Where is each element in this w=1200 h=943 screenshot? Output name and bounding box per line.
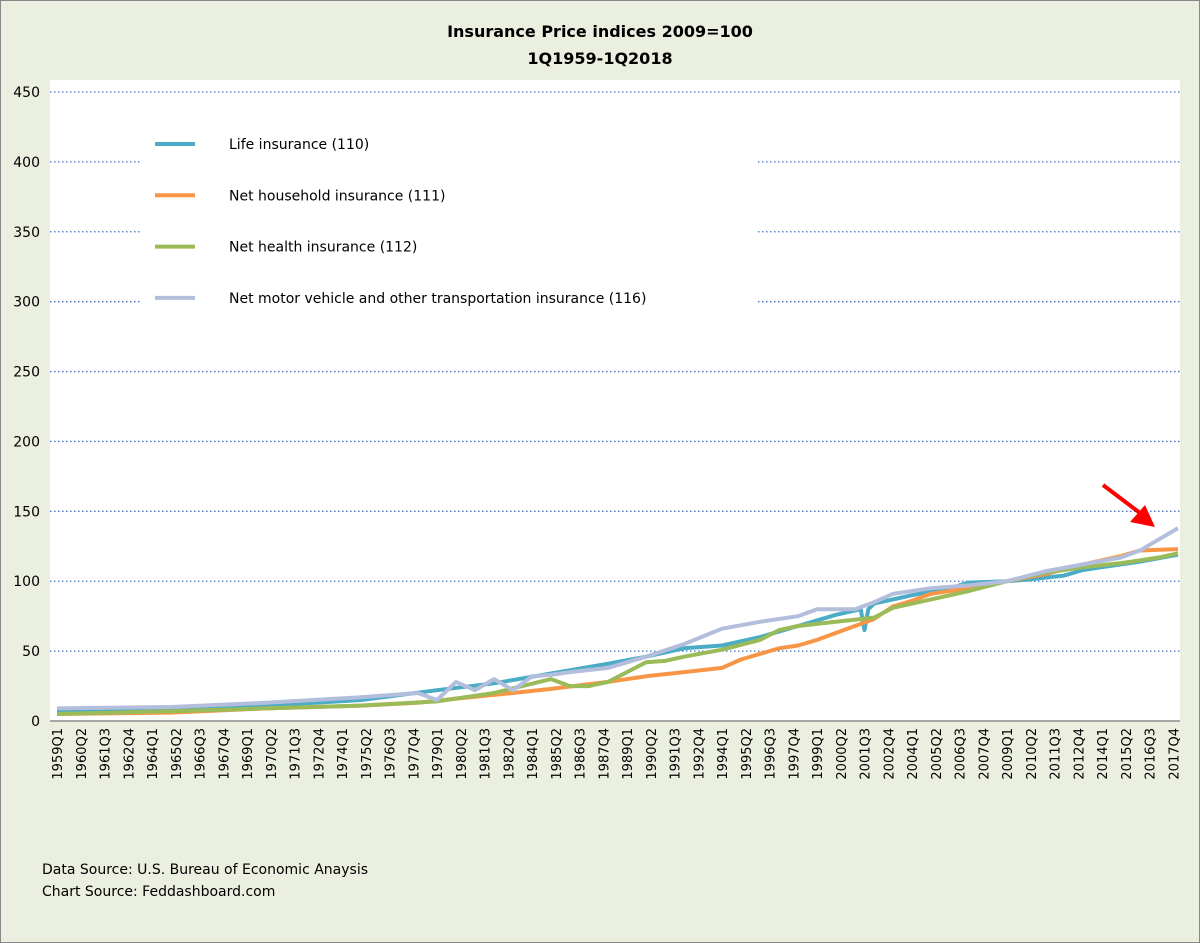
chart-title: Insurance Price indices 2009=100	[447, 22, 753, 41]
legend-item: Net household insurance (111)	[155, 188, 445, 204]
x-tick-label: 1994Q1	[716, 728, 731, 780]
x-tick-label: 1977Q4	[407, 728, 422, 780]
chart-source-note: Chart Source: Feddashboard.com	[42, 884, 276, 900]
chart-subtitle: 1Q1959-1Q2018	[527, 49, 673, 68]
y-tick-label: 200	[13, 434, 40, 450]
x-tick-label: 1982Q4	[502, 728, 517, 780]
x-tick-label: 1972Q4	[312, 728, 327, 780]
x-tick-label: 2004Q1	[906, 728, 921, 780]
red-arrow-annotation	[1101, 483, 1155, 527]
x-tick-label: 2000Q2	[835, 728, 850, 780]
x-tick-label: 1992Q4	[692, 728, 707, 780]
x-tick-label: 1970Q2	[265, 728, 280, 780]
x-tick-label: 1971Q3	[289, 728, 304, 780]
legend-label: Net health insurance (112)	[229, 240, 417, 256]
x-tick-label: 2001Q3	[859, 728, 874, 780]
x-tick-label: 2012Q4	[1072, 728, 1087, 780]
x-tick-label: 2005Q2	[930, 728, 945, 780]
x-tick-label: 1995Q2	[740, 728, 755, 780]
x-tick-label: 1987Q4	[597, 728, 612, 780]
x-tick-label: 2015Q2	[1120, 728, 1135, 780]
x-tick-label: 1985Q2	[550, 728, 565, 780]
chart-title-block: Insurance Price indices 2009=100 1Q1959-…	[0, 18, 1200, 72]
legend-label: Net motor vehicle and other transportati…	[229, 291, 646, 307]
x-tick-label: 2007Q4	[977, 728, 992, 780]
y-tick-label: 300	[13, 295, 40, 311]
x-tick-label: 1959Q1	[51, 728, 66, 780]
x-tick-label: 2002Q4	[882, 728, 897, 780]
y-tick-label: 50	[22, 644, 40, 660]
x-tick-label: 2016Q3	[1144, 728, 1159, 780]
x-tick-label: 2006Q3	[954, 728, 969, 780]
legend-label: Life insurance (110)	[229, 137, 369, 153]
x-tick-label: 1991Q3	[669, 728, 684, 780]
x-tick-label: 1966Q3	[194, 728, 209, 780]
x-tick-label: 1960Q2	[75, 728, 90, 780]
x-tick-label: 1975Q2	[360, 728, 375, 780]
x-tick-label: 1967Q4	[217, 728, 232, 780]
y-tick-label: 400	[13, 155, 40, 171]
legend-item: Net health insurance (112)	[155, 240, 417, 256]
y-tick-label: 0	[31, 714, 40, 730]
y-tick-label: 250	[13, 365, 40, 381]
series-line-4	[56, 526, 1180, 711]
x-tick-label: 2010Q2	[1025, 728, 1040, 780]
x-tick-label: 1996Q3	[764, 728, 779, 780]
data-source-note: Data Source: U.S. Bureau of Economic Ana…	[42, 862, 369, 878]
x-tick-label: 1984Q1	[526, 728, 541, 780]
y-tick-label: 150	[13, 504, 40, 520]
legend-box	[140, 118, 758, 318]
x-tick-label: 1986Q3	[574, 728, 589, 780]
x-tick-label: 1999Q1	[811, 728, 826, 780]
y-tick-label: 450	[13, 85, 40, 101]
y-tick-label: 350	[13, 225, 40, 241]
x-tick-label: 1974Q1	[336, 728, 351, 780]
x-tick-label: 1981Q3	[479, 728, 494, 780]
x-tick-label: 1965Q2	[170, 728, 185, 780]
x-tick-label: 2017Q4	[1167, 728, 1182, 780]
x-tick-label: 1980Q2	[455, 728, 470, 780]
x-tick-label: 2011Q3	[1049, 728, 1064, 780]
x-tick-label: 2014Q1	[1096, 728, 1111, 780]
x-tick-label: 1961Q3	[99, 728, 114, 780]
x-tick-label: 1969Q1	[241, 728, 256, 780]
legend-item: Life insurance (110)	[155, 137, 369, 153]
x-tick-label: 1989Q1	[621, 728, 636, 780]
x-tick-label: 1962Q4	[122, 728, 137, 780]
legend-item: Net motor vehicle and other transportati…	[155, 291, 646, 307]
x-tick-label: 2009Q1	[1001, 728, 1016, 780]
x-tick-label: 1997Q4	[787, 728, 802, 780]
x-tick-label: 1990Q2	[645, 728, 660, 780]
x-tick-label: 1964Q1	[146, 728, 161, 780]
legend-label: Net household insurance (111)	[229, 188, 445, 204]
x-tick-label: 1976Q3	[384, 728, 399, 780]
x-tick-label: 1979Q1	[431, 728, 446, 780]
y-tick-label: 100	[13, 574, 40, 590]
